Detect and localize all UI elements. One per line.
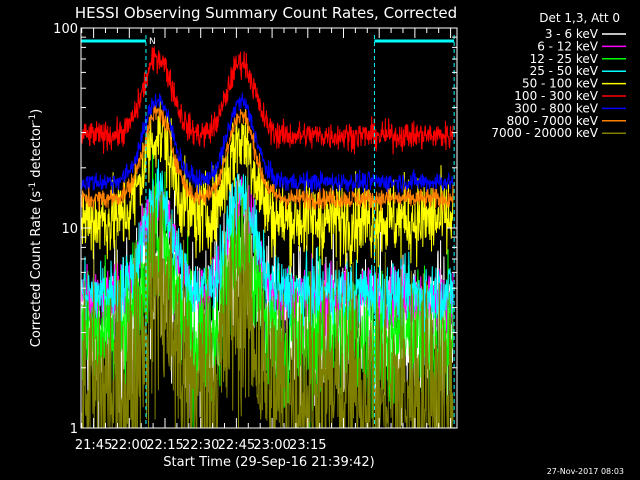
y-axis-label-end: ) xyxy=(29,109,44,114)
y-tick-label: 1 xyxy=(70,422,78,437)
legend-label-4: 50 - 100 keV xyxy=(522,77,599,91)
chart-title: HESSI Observing Summary Count Rates, Cor… xyxy=(75,4,457,22)
x-tick-label: 22:00 xyxy=(111,438,148,453)
series-line-6 xyxy=(81,92,454,195)
legend-label-1: 6 - 12 keV xyxy=(537,39,599,53)
legend-label-5: 100 - 300 keV xyxy=(514,89,598,103)
series-line-3 xyxy=(81,159,454,332)
legend-label-0: 3 - 6 keV xyxy=(545,27,599,41)
y-axis-label: Corrected Count Rate (s-1 detector-1) xyxy=(28,109,44,347)
x-tick-label: 22:30 xyxy=(182,438,219,453)
footer-timestamp: 27-Nov-2017 08:03 xyxy=(547,467,624,476)
x-tick-label: 23:00 xyxy=(253,438,290,453)
legend-label-2: 12 - 25 keV xyxy=(530,52,599,66)
series-line-8 xyxy=(81,144,454,430)
x-tick-label: 22:15 xyxy=(146,438,183,453)
y-tick-label: 10 xyxy=(61,222,78,237)
series-line-4 xyxy=(81,95,454,276)
x-axis-label: Start Time (29-Sep-16 21:39:42) xyxy=(163,455,374,470)
flag-label: N xyxy=(149,37,156,47)
legend-label-7: 800 - 7000 keV xyxy=(507,114,599,128)
y-axis-label-mid: detector xyxy=(29,122,44,182)
x-tick-label: 23:15 xyxy=(289,438,326,453)
y-axis-label-main: Corrected Count Rate (s xyxy=(29,191,44,348)
legend-label-8: 7000 - 20000 keV xyxy=(491,126,598,140)
y-axis-ticks: 1 10 100 xyxy=(53,22,457,437)
y-tick-label: 100 xyxy=(53,22,78,37)
plot-content xyxy=(81,46,454,430)
x-tick-label: 22:45 xyxy=(218,438,255,453)
legend-label-6: 300 - 800 keV xyxy=(514,101,598,115)
y-axis-label-exp1: -1 xyxy=(28,182,38,191)
x-tick-label: 21:45 xyxy=(75,438,112,453)
series-line-7 xyxy=(81,105,454,212)
legend-label-3: 25 - 50 keV xyxy=(530,64,599,78)
y-axis-label-exp2: -1 xyxy=(28,114,38,123)
legend-header: Det 1,3, Att 0 xyxy=(539,11,620,25)
series-line-5 xyxy=(81,46,454,155)
flag-markers: N xyxy=(81,35,455,428)
